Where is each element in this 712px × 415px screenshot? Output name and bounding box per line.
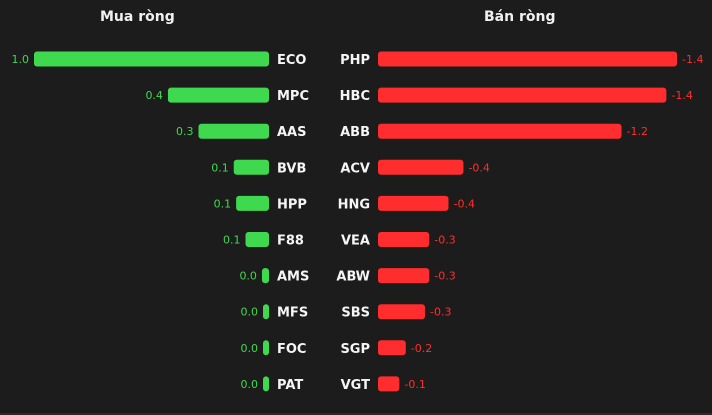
sell-value-label-hng: -0.4	[453, 197, 474, 210]
sell-ticker-vgt: VGT	[341, 378, 371, 393]
buy-value-label-pat: 0.0	[241, 378, 259, 391]
sell-bar-acv	[378, 159, 464, 175]
buy-bar-eco	[34, 51, 269, 67]
buy-bar-hpp	[236, 195, 269, 211]
sell-value-label-php: -1.4	[682, 53, 703, 66]
sell-bar-abw	[378, 268, 430, 284]
sell-ticker-abb: ABB	[340, 125, 370, 140]
buy-bar-ams	[261, 268, 269, 284]
sell-value-label-abb: -1.2	[627, 125, 648, 138]
sell-ticker-hng: HNG	[338, 197, 370, 212]
sell-value-label-sbs: -0.3	[430, 306, 451, 319]
sell-ticker-abw: ABW	[336, 270, 370, 285]
buy-ticker-hpp: HPP	[277, 197, 307, 212]
buy-ticker-mpc: MPC	[277, 89, 309, 104]
sell-ticker-sgp: SGP	[340, 342, 370, 357]
buy-value-label-mfs: 0.0	[241, 306, 259, 319]
buy-bar-pat	[263, 376, 269, 392]
buy-bar-f88	[245, 232, 269, 247]
sell-bar-php	[378, 51, 678, 67]
buy-value-label-hpp: 0.1	[214, 197, 232, 210]
buy-bar-aas	[198, 123, 269, 139]
sell-value-label-hbc: -1.4	[671, 89, 692, 102]
sell-value-label-abw: -0.3	[434, 270, 455, 283]
sell-value-label-sgp: -0.2	[411, 342, 432, 355]
sell-bar-vea	[378, 232, 430, 247]
buy-ticker-aas: AAS	[277, 125, 307, 140]
buy-value-label-foc: 0.0	[241, 342, 259, 355]
sell-bar-vgt	[378, 376, 400, 392]
buy-ticker-ams: AMS	[277, 270, 309, 285]
sell-ticker-sbs: SBS	[341, 306, 370, 321]
buy-ticker-bvb: BVB	[277, 161, 306, 176]
sell-ticker-php: PHP	[340, 53, 370, 68]
buy-value-label-f88: 0.1	[223, 234, 241, 247]
sell-bar-hng	[378, 195, 449, 211]
buy-ticker-pat: PAT	[277, 378, 303, 393]
buy-bar-mfs	[263, 304, 269, 320]
buy-value-label-bvb: 0.1	[211, 161, 229, 174]
buy-value-label-eco: 1.0	[12, 53, 30, 66]
sell-value-label-acv: -0.4	[468, 161, 489, 174]
sell-ticker-acv: ACV	[340, 161, 370, 176]
buy-value-label-aas: 0.3	[176, 125, 194, 138]
buy-ticker-eco: ECO	[277, 53, 306, 68]
sell-chart-title: Bán ròng	[484, 9, 556, 25]
buy-bar-mpc	[167, 87, 269, 103]
sell-bar-sgp	[378, 340, 406, 356]
bottom-divider	[0, 413, 712, 415]
sell-value-label-vgt: -0.1	[404, 378, 425, 391]
buy-chart-title: Mua ròng	[100, 9, 175, 25]
buy-ticker-foc: FOC	[277, 342, 306, 357]
sell-bar-sbs	[378, 304, 425, 320]
sell-bar-hbc	[378, 87, 667, 103]
buy-ticker-f88: F88	[277, 234, 304, 249]
sell-value-label-vea: -0.3	[434, 234, 455, 247]
sell-ticker-hbc: HBC	[340, 89, 370, 104]
buy-bar-foc	[263, 340, 269, 356]
sell-ticker-vea: VEA	[341, 234, 370, 249]
buy-ticker-mfs: MFS	[277, 306, 308, 321]
buy-value-label-mpc: 0.4	[145, 89, 163, 102]
sell-bar-abb	[378, 123, 622, 139]
buy-bar-bvb	[233, 159, 269, 175]
buy-value-label-ams: 0.0	[239, 270, 257, 283]
